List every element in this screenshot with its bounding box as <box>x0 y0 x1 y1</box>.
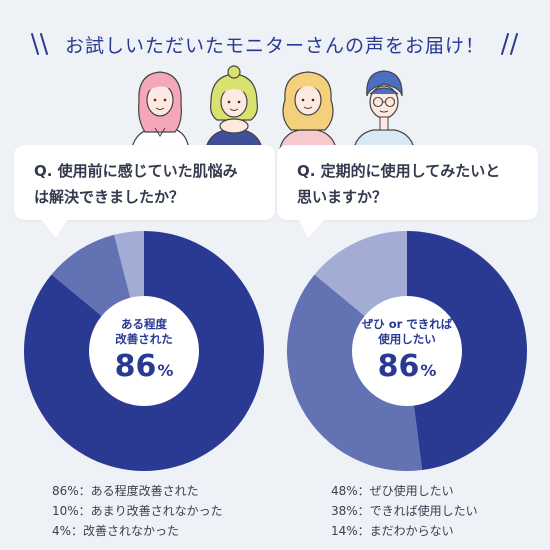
header-title: お試しいただいたモニターさんの声をお届け！ <box>64 34 485 57</box>
question-text-right: Q. 定期的に使用してみたいと 思いますか？ <box>297 162 501 206</box>
legend-item: 48%：ぜひ使用したい <box>331 484 454 498</box>
person-2-icon <box>204 65 264 154</box>
pie-slice-2 <box>286 274 423 471</box>
slash-decoration-left-icon <box>30 33 48 55</box>
legend-item: 14%：まだわからない <box>331 524 454 538</box>
bubble-tail-left-icon <box>40 218 68 238</box>
pie-center-number-right: 86 <box>377 349 420 384</box>
pie-center-unit-left: % <box>157 361 174 380</box>
pie-center-label-left: ある程度 改善された <box>115 317 173 346</box>
pie-center-left: ある程度 改善された 86% <box>89 296 199 406</box>
pie-center-value-right: 86% <box>378 347 437 391</box>
pie-center-right: ぜひ or できれば 使用したい 86% <box>352 296 462 406</box>
legend-left: 86%：ある程度改善された 10%：あまり改善されなかった 4%：改善されなかっ… <box>52 481 223 541</box>
pie-chart-left: ある程度 改善された 86% <box>23 231 265 471</box>
pie-chart-right: ぜひ or できれば 使用したい 86% <box>286 231 528 471</box>
legend-item: 38%：できれば使用したい <box>331 504 478 518</box>
question-text-left: Q. 使用前に感じていた肌悩み は解決できましたか？ <box>34 162 238 206</box>
pie-center-number-left: 86 <box>114 349 157 384</box>
legend-item: 10%：あまり改善されなかった <box>52 504 223 518</box>
bubble-tail-right-icon <box>298 218 326 238</box>
pie-center-label-right: ぜひ or できれば 使用したい <box>361 317 453 346</box>
pie-chart-right-svg <box>286 231 528 471</box>
legend-item: 4%：改善されなかった <box>52 524 180 538</box>
pie-center-value-left: 86% <box>115 347 174 391</box>
slash-decoration-right-icon <box>501 33 518 55</box>
question-bubble-left: Q. 使用前に感じていた肌悩み は解決できましたか？ <box>14 145 275 220</box>
person-4-icon <box>352 70 416 154</box>
legend-right: 48%：ぜひ使用したい 38%：できれば使用したい 14%：まだわからない <box>331 481 478 541</box>
pie-slice-1 <box>407 231 528 471</box>
person-3-icon <box>278 71 338 154</box>
header: お試しいただいたモニターさんの声をお届け！ <box>0 26 550 62</box>
legend-item: 86%：ある程度改善された <box>52 484 199 498</box>
monitor-people-illustration <box>130 65 416 154</box>
pie-center-unit-right: % <box>420 361 437 380</box>
person-1-icon <box>130 71 190 154</box>
question-bubble-right: Q. 定期的に使用してみたいと 思いますか？ <box>277 145 538 220</box>
